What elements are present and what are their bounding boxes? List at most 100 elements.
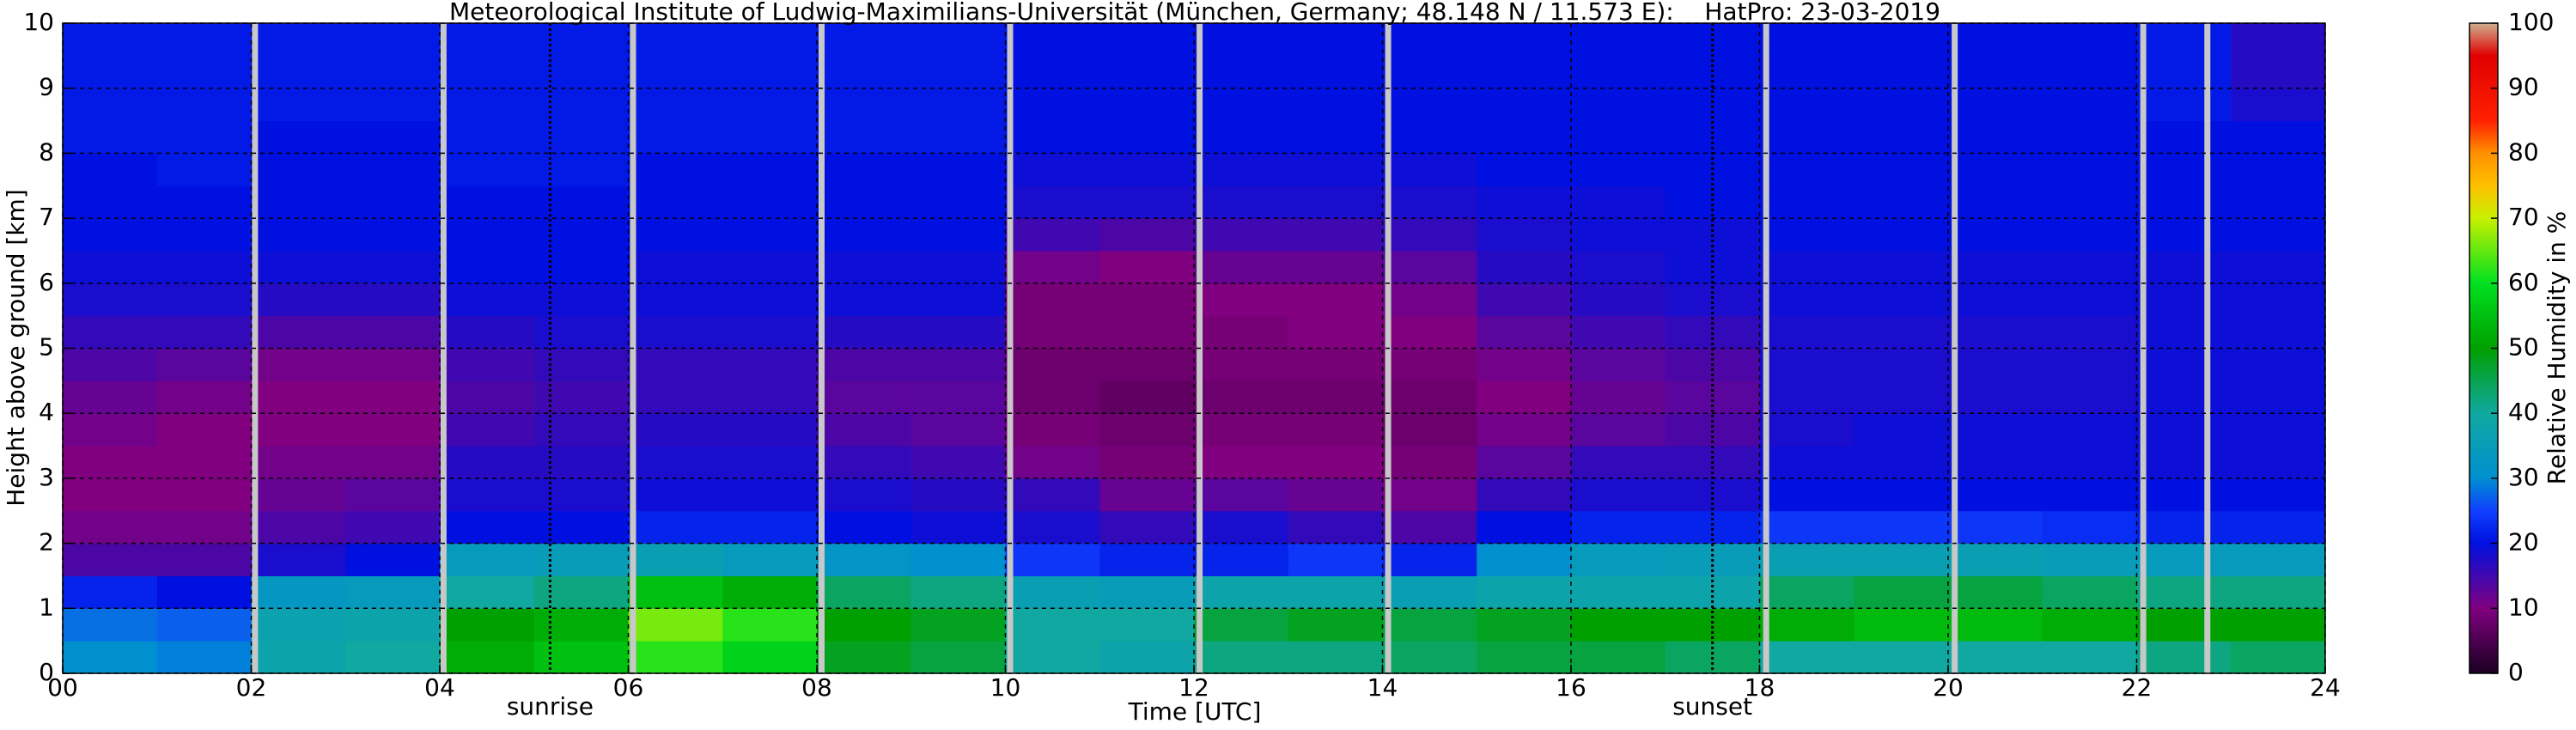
heatmap-cell <box>63 641 158 674</box>
heatmap-cell <box>2231 543 2326 576</box>
colorbar-tick-label: 90 <box>2508 73 2539 101</box>
heatmap-cell <box>1288 153 1383 186</box>
colorbar-tick-label: 80 <box>2508 137 2539 166</box>
heatmap-cell <box>1854 218 1949 252</box>
colorbar-tick-label: 50 <box>2508 333 2539 362</box>
heatmap-cell <box>533 413 629 447</box>
heatmap-cell <box>156 575 252 609</box>
heatmap-cell <box>533 218 629 252</box>
heatmap-cell <box>440 608 535 642</box>
heatmap-cell <box>440 186 535 219</box>
heatmap-cell <box>1571 478 1666 512</box>
y-tick-label: 10 <box>23 8 54 36</box>
heatmap-cell <box>628 478 723 512</box>
heatmap-cell <box>2136 250 2232 284</box>
heatmap-cell <box>533 55 629 89</box>
heatmap-cell <box>1948 88 2043 122</box>
heatmap-cell <box>910 315 1006 349</box>
y-tick-label: 6 <box>39 268 54 296</box>
heatmap-cell <box>251 315 346 349</box>
heatmap-cell <box>345 88 441 122</box>
heatmap-cell <box>63 23 158 57</box>
heatmap-cell <box>628 23 723 57</box>
heatmap-cell <box>1194 153 1289 186</box>
heatmap-cell <box>1005 510 1100 544</box>
heatmap-cell <box>2231 478 2326 512</box>
heatmap-cell <box>1288 88 1383 122</box>
heatmap-cell <box>817 575 912 609</box>
heatmap-cell <box>345 575 441 609</box>
x-tick-label: 22 <box>2122 673 2153 702</box>
heatmap-cell <box>2231 55 2326 89</box>
heatmap-cell <box>722 446 818 479</box>
heatmap-cell <box>63 186 158 219</box>
heatmap-cell <box>1948 218 2043 252</box>
heatmap-cell <box>440 348 535 381</box>
heatmap-cell <box>2231 446 2326 479</box>
heatmap-cell <box>1665 186 1760 219</box>
heatmap-cell <box>817 348 912 381</box>
heatmap-cell <box>628 315 723 349</box>
heatmap-cell <box>251 510 346 544</box>
heatmap-cell <box>1382 88 1477 122</box>
heatmap-cell <box>1759 120 1854 154</box>
heatmap-cell <box>722 478 818 512</box>
heatmap-cell <box>2231 88 2326 122</box>
heatmap-cell <box>2042 120 2137 154</box>
heatmap-cell <box>1005 575 1100 609</box>
heatmap-cell <box>345 510 441 544</box>
heatmap-cell <box>817 120 912 154</box>
heatmap-cell <box>2231 608 2326 642</box>
heatmap-cell <box>1099 413 1195 447</box>
heatmap-cell <box>63 153 158 186</box>
heatmap-cell <box>533 543 629 576</box>
heatmap-cell <box>345 186 441 219</box>
heatmap-cell <box>1194 283 1289 317</box>
heatmap-cell <box>1005 55 1100 89</box>
heatmap-cell <box>2136 575 2232 609</box>
heatmap-cell <box>533 153 629 186</box>
heatmap-cell <box>2136 186 2232 219</box>
heatmap-cell <box>345 543 441 576</box>
heatmap-cell <box>1194 186 1289 219</box>
heatmap-cell <box>533 88 629 122</box>
heatmap-cell <box>1288 120 1383 154</box>
heatmap-cell <box>1759 88 1854 122</box>
heatmap-cell <box>1854 478 1949 512</box>
heatmap-cell <box>910 348 1006 381</box>
heatmap-cell <box>1477 543 1572 576</box>
heatmap-cell <box>440 218 535 252</box>
heatmap-cell <box>345 641 441 674</box>
heatmap-cell <box>1665 510 1760 544</box>
heatmap-cell <box>722 283 818 317</box>
heatmap-cell <box>1571 446 1666 479</box>
heatmap-cell <box>1099 446 1195 479</box>
heatmap-cell <box>345 348 441 381</box>
heatmap-cell <box>2231 153 2326 186</box>
heatmap-cell <box>2042 315 2137 349</box>
x-tick-label: 02 <box>236 673 267 702</box>
heatmap-cell <box>1005 413 1100 447</box>
heatmap-cell <box>1382 186 1477 219</box>
heatmap-cell <box>2136 120 2232 154</box>
heatmap-cell <box>722 23 818 57</box>
heatmap-cell <box>1005 446 1100 479</box>
heatmap-cell <box>1571 380 1666 414</box>
heatmap-cell <box>2136 23 2232 57</box>
heatmap-cell <box>1571 186 1666 219</box>
heatmap-cell <box>1477 575 1572 609</box>
heatmap-cell <box>628 608 723 642</box>
heatmap-cell <box>1382 283 1477 317</box>
heatmap-cell <box>63 55 158 89</box>
heatmap-cell <box>1948 413 2043 447</box>
heatmap-cell <box>251 608 346 642</box>
heatmap-cell <box>628 446 723 479</box>
heatmap-cell <box>722 543 818 576</box>
heatmap-cell <box>1854 283 1949 317</box>
heatmap-cell <box>440 543 535 576</box>
colorbar-tick-label: 40 <box>2508 398 2539 426</box>
heatmap-cell <box>1194 543 1289 576</box>
heatmap-cell <box>440 380 535 414</box>
y-tick-label: 2 <box>39 528 54 557</box>
heatmap-cell <box>628 153 723 186</box>
